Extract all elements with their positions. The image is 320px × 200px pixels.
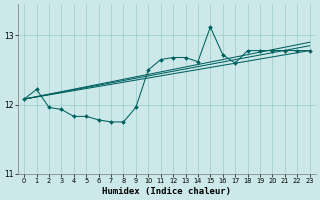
X-axis label: Humidex (Indice chaleur): Humidex (Indice chaleur) (102, 187, 231, 196)
